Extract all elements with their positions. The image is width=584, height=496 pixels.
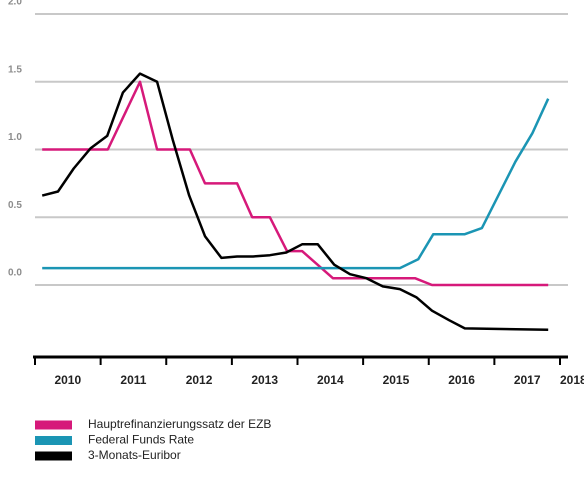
- legend-swatch: [35, 420, 72, 430]
- y-tick-label: 1.5: [8, 64, 22, 75]
- legend-label: 3-Monats-Euribor: [88, 448, 181, 462]
- y-tick-label: 1.0: [8, 132, 22, 143]
- y-tick-label: 0.5: [8, 200, 22, 211]
- x-tick-label: 2013: [251, 373, 278, 387]
- series-line: [42, 98, 550, 270]
- series-line: [41, 72, 549, 331]
- x-tick-label: 2015: [383, 373, 410, 387]
- x-tick-label: 2016: [448, 373, 475, 387]
- x-tick-label: 2011: [120, 373, 146, 387]
- series-line: [42, 80, 549, 287]
- y-tick-label: 0.0: [8, 268, 22, 279]
- x-tick-label: 2018: [560, 373, 584, 387]
- x-tick-label: 2017: [514, 373, 541, 387]
- legend-swatch: [35, 451, 72, 461]
- x-tick-label: 2012: [186, 373, 213, 387]
- legend-label: Hauptrefinanzierungssatz der EZB: [88, 417, 271, 431]
- legend-swatch: [35, 436, 72, 445]
- legend-label: Federal Funds Rate: [88, 433, 194, 447]
- y-tick-label: 2.0: [8, 0, 22, 8]
- x-tick-label: 2014: [317, 373, 344, 387]
- x-tick-label: 2010: [54, 373, 81, 387]
